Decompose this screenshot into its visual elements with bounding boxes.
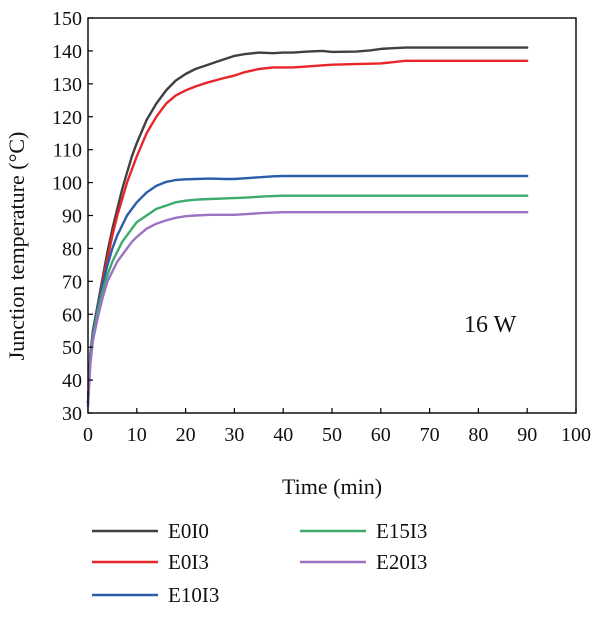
y-tick-label: 100 xyxy=(52,173,82,195)
x-tick-label: 20 xyxy=(176,424,196,446)
legend-label-e0i3: E0I3 xyxy=(168,550,209,574)
x-tick-label: 100 xyxy=(561,424,591,446)
x-tick-label: 70 xyxy=(420,424,440,446)
y-tick-label: 60 xyxy=(62,304,82,326)
y-tick-label: 30 xyxy=(62,403,82,425)
legend-label-e10i3: E10I3 xyxy=(168,583,219,607)
x-tick-label: 30 xyxy=(224,424,244,446)
y-tick-label: 70 xyxy=(62,271,82,293)
x-tick-label: 10 xyxy=(127,424,147,446)
y-tick-label: 150 xyxy=(52,8,82,30)
series-line-e0i0 xyxy=(86,46,529,405)
y-tick-label: 80 xyxy=(62,238,82,260)
series-line-e0i3 xyxy=(86,59,529,405)
series-line-e10i3 xyxy=(86,174,529,405)
y-tick-label: 110 xyxy=(53,140,82,162)
x-tick-label: 50 xyxy=(322,424,342,446)
series-line-e20i3 xyxy=(86,210,529,408)
x-axis-title: Time (min) xyxy=(282,474,382,499)
legend-label-e15i3: E15I3 xyxy=(376,519,427,543)
y-tick-label: 50 xyxy=(62,337,82,359)
y-axis-title: Junction temperature (°C) xyxy=(4,132,29,361)
legend-label-e0i0: E0I0 xyxy=(168,519,209,543)
series-line-e15i3 xyxy=(86,194,529,405)
x-tick-label: 80 xyxy=(468,424,488,446)
y-tick-label: 40 xyxy=(62,370,82,392)
annotation-label: 16 W xyxy=(464,312,517,338)
plot-frame xyxy=(87,17,577,414)
axes: 0 10 20 30 40 50 60 70 80 90 100 30 40 50 60 70 80 90 100 1… xyxy=(52,8,591,446)
y-tick-label: 90 xyxy=(62,206,82,228)
x-tick-label: 60 xyxy=(371,424,391,446)
plot-area xyxy=(86,46,529,408)
y-tick-label: 120 xyxy=(52,107,82,129)
y-tick-label: 140 xyxy=(52,41,82,63)
x-tick-label: 90 xyxy=(517,424,537,446)
y-tick-label: 130 xyxy=(52,74,82,96)
legend: E0I0 E0I3 E10I3 E15I3 E20I3 xyxy=(92,519,427,607)
x-tick-label: 0 xyxy=(83,424,93,446)
x-tick-label: 40 xyxy=(273,424,293,446)
legend-label-e20i3: E20I3 xyxy=(376,550,427,574)
